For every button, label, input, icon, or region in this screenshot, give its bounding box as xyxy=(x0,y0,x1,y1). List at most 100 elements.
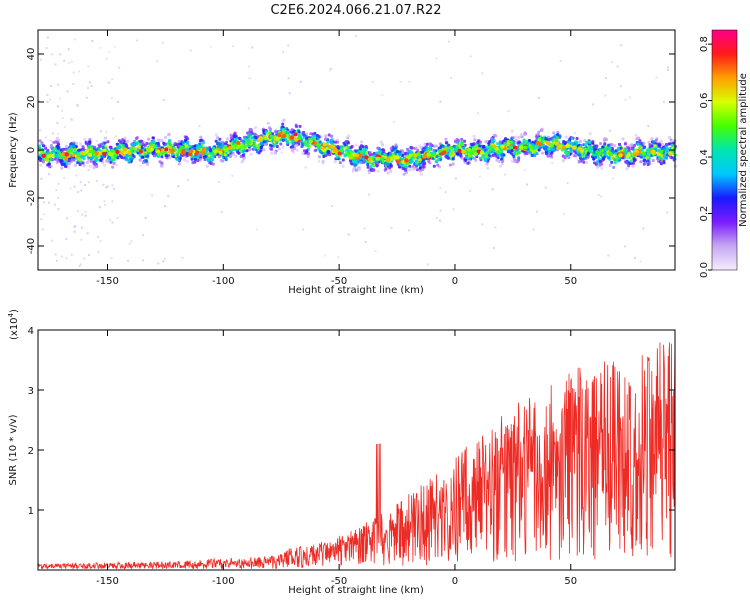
spectral-cell xyxy=(138,142,142,146)
spectral-cell xyxy=(249,152,253,156)
spectral-cell xyxy=(504,137,508,141)
spectral-cell xyxy=(335,155,339,159)
spectral-cell xyxy=(164,154,168,158)
spectral-cell xyxy=(176,151,180,155)
spectral-cell xyxy=(436,163,440,167)
spectral-cell xyxy=(49,144,53,147)
spectral-speckle xyxy=(66,217,68,220)
spectral-cell xyxy=(389,152,392,156)
spectral-cell xyxy=(169,146,173,150)
spectral-speckle xyxy=(69,187,72,190)
spectral-cell xyxy=(73,147,77,151)
spectral-cell xyxy=(191,161,195,165)
spectral-cell xyxy=(627,148,631,152)
spectral-cell xyxy=(623,142,627,146)
spectral-cell xyxy=(198,139,202,143)
spectral-cell xyxy=(95,158,99,162)
spectral-cell xyxy=(88,141,92,145)
spectral-cell xyxy=(452,144,456,148)
spectral-cell xyxy=(474,146,478,149)
spectral-speckle xyxy=(439,186,442,189)
spectral-cell xyxy=(610,160,614,164)
spectral-cell xyxy=(419,172,423,176)
spectral-cell xyxy=(478,140,482,144)
spectral-speckle xyxy=(189,49,192,52)
spectral-cell xyxy=(116,156,120,160)
spectral-cell xyxy=(302,136,306,140)
spectral-cell xyxy=(67,159,71,163)
spectral-speckle xyxy=(56,122,59,124)
spectral-speckle xyxy=(390,226,393,229)
spectrogram-y-tick-label: -20 xyxy=(26,190,37,206)
spectral-cell xyxy=(334,140,338,144)
spectral-speckle xyxy=(491,188,494,191)
spectral-peak xyxy=(565,144,570,148)
spectral-speckle xyxy=(39,129,41,132)
spectral-cell xyxy=(309,132,313,136)
spectral-cell xyxy=(386,171,390,175)
spectral-cell xyxy=(670,156,674,160)
spectral-cell xyxy=(358,160,362,164)
spectral-cell xyxy=(650,144,654,148)
spectral-cell xyxy=(603,155,607,159)
spectral-peak xyxy=(223,144,228,149)
spectral-cell xyxy=(124,158,128,162)
spectral-cell xyxy=(541,151,545,155)
spectral-speckle xyxy=(70,60,73,63)
spectral-cell xyxy=(290,148,294,152)
spectral-cell xyxy=(537,138,541,142)
spectral-speckle xyxy=(287,77,290,80)
spectral-cell xyxy=(208,148,212,152)
spectral-cell xyxy=(629,159,633,163)
spectral-speckle xyxy=(67,62,70,65)
spectral-peak xyxy=(87,153,93,157)
spectral-speckle xyxy=(95,140,98,142)
spectral-cell xyxy=(324,136,328,140)
spectral-peak xyxy=(492,144,497,149)
spectral-cell xyxy=(414,146,418,150)
spectral-speckle xyxy=(452,208,455,211)
spectral-peak xyxy=(395,155,400,160)
spectral-cell xyxy=(177,140,181,143)
spectral-speckle xyxy=(104,203,107,206)
spectral-peak xyxy=(71,152,76,157)
spectral-cell xyxy=(217,142,221,145)
spectral-cell xyxy=(297,130,301,134)
spectral-peak xyxy=(607,151,613,156)
spectral-cell xyxy=(355,168,358,172)
spectral-cell xyxy=(527,139,531,142)
spectral-cell xyxy=(398,152,402,156)
spectral-speckle xyxy=(177,185,180,188)
spectral-cell xyxy=(596,160,600,164)
spectral-cell xyxy=(510,140,514,144)
spectral-cell xyxy=(519,133,523,137)
spectral-speckle xyxy=(162,99,165,101)
spectral-cell xyxy=(145,159,149,163)
spectral-cell xyxy=(259,146,263,150)
spectral-cell xyxy=(333,160,337,164)
spectral-peak xyxy=(556,146,561,151)
spectral-cell xyxy=(342,141,346,145)
spectral-cell xyxy=(78,142,82,146)
spectral-cell xyxy=(383,155,387,159)
spectral-cell xyxy=(341,158,345,162)
spectral-cell xyxy=(484,159,487,163)
spectral-speckle xyxy=(217,181,220,184)
spectral-cell xyxy=(639,142,643,146)
snr-x-tick-label: -50 xyxy=(331,576,347,587)
spectral-speckle xyxy=(127,259,129,262)
spectrogram-x-tick-label: -50 xyxy=(331,276,347,287)
spectral-cell xyxy=(262,129,266,133)
spectral-cell xyxy=(533,154,537,158)
spectral-speckle xyxy=(304,166,307,169)
spectral-speckle xyxy=(439,209,442,212)
spectral-cell xyxy=(550,144,554,148)
spectral-cell xyxy=(515,138,518,142)
spectral-peak xyxy=(448,145,453,150)
spectral-speckle xyxy=(634,257,636,259)
spectral-peak xyxy=(330,144,336,149)
spectral-cell xyxy=(182,158,186,162)
spectral-peak xyxy=(269,134,274,139)
spectral-cell xyxy=(160,139,164,143)
spectral-speckle xyxy=(48,201,51,204)
